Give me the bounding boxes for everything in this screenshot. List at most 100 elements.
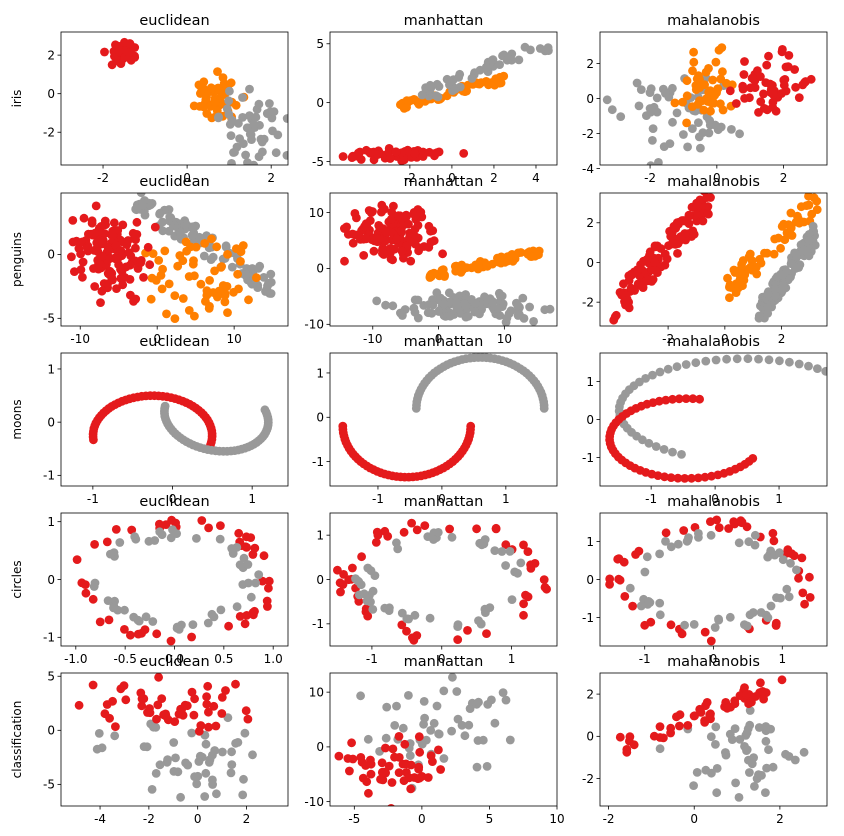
subplot-title: manhattan: [404, 174, 484, 190]
x-tick-label: 2: [243, 812, 251, 826]
data-point: [460, 731, 470, 741]
data-point: [745, 706, 755, 715]
data-point: [357, 552, 366, 562]
data-point: [239, 553, 249, 563]
data-point: [67, 252, 76, 262]
data-point: [768, 102, 778, 112]
data-point: [754, 354, 763, 364]
data-point: [238, 790, 248, 800]
data-point: [698, 216, 708, 226]
y-tick-label: 0: [47, 87, 55, 101]
data-point: [681, 360, 691, 369]
data-point: [404, 219, 413, 229]
data-point: [505, 735, 515, 745]
data-point: [204, 722, 213, 732]
data-point: [208, 252, 218, 262]
data-point: [227, 760, 237, 769]
data-point: [672, 712, 681, 722]
data-point: [187, 231, 197, 240]
data-point: [105, 713, 114, 723]
data-point: [393, 544, 403, 554]
y-tick-label: 10: [309, 206, 324, 220]
axes-frame: [60, 31, 289, 166]
data-point: [392, 701, 401, 711]
data-point: [138, 200, 148, 210]
data-point: [175, 251, 185, 260]
y-tick-label: 1: [586, 375, 594, 389]
data-point: [208, 775, 217, 785]
subplot-5-1: -4 -2 0 2 -5 0 5 euclidean classification: [10, 654, 289, 826]
data-point: [702, 193, 712, 203]
data-point: [725, 612, 735, 622]
data-point: [414, 98, 423, 108]
x-tick-label: -2: [143, 812, 155, 826]
data-point: [227, 747, 237, 757]
data-point: [203, 681, 213, 691]
data-point: [178, 294, 188, 303]
y-tick-label: 0: [586, 730, 594, 744]
data-point: [216, 605, 226, 615]
y-tick-label: 0: [316, 411, 324, 425]
data-point: [282, 151, 288, 160]
y-tick-label: 1: [47, 362, 55, 376]
data-point: [147, 273, 157, 283]
data-point: [348, 754, 358, 764]
y-tick-label: 0: [316, 573, 324, 587]
data-point: [624, 303, 634, 313]
data-point: [400, 739, 410, 749]
data-point: [787, 549, 796, 558]
data-point: [649, 731, 659, 741]
data-point: [759, 694, 768, 704]
data-point: [791, 82, 800, 92]
data-point: [742, 728, 752, 738]
data-point: [205, 276, 215, 285]
data-point: [501, 695, 511, 705]
data-point: [616, 112, 626, 121]
data-point: [484, 80, 493, 90]
data-point: [763, 552, 773, 562]
data-point: [226, 131, 236, 141]
x-tick-label: 2: [490, 171, 498, 185]
data-point: [507, 595, 517, 604]
data-point: [672, 362, 682, 372]
data-point: [703, 97, 713, 106]
data-point: [161, 520, 171, 529]
subplot-1-3: -2 0 2 -4 -2 0 2 mahalanobis: [582, 13, 828, 185]
data-point: [348, 229, 357, 239]
data-point: [251, 112, 261, 122]
data-point: [385, 248, 395, 258]
data-point: [622, 747, 632, 757]
data-point: [81, 588, 91, 598]
data-point: [505, 547, 515, 556]
data-point: [264, 583, 273, 593]
data-point: [388, 255, 397, 265]
subplot-title: euclidean: [139, 654, 209, 670]
data-point: [689, 229, 699, 239]
data-point: [706, 732, 716, 742]
y-tick-label: 0: [586, 256, 594, 270]
data-point: [453, 635, 463, 644]
data-point: [212, 242, 222, 252]
data-point: [241, 706, 251, 716]
scatter-points: [602, 43, 816, 165]
x-tick-label: -1: [87, 492, 99, 506]
data-point: [156, 271, 166, 280]
data-point: [491, 523, 501, 533]
data-point: [187, 687, 197, 697]
data-point: [433, 528, 443, 537]
data-point: [615, 732, 625, 742]
data-point: [220, 297, 230, 307]
data-point: [727, 124, 736, 134]
data-point: [137, 628, 147, 638]
data-point: [348, 563, 357, 573]
data-point: [455, 69, 465, 79]
data-point: [763, 613, 773, 622]
x-tick-label: 0: [435, 332, 443, 346]
data-point: [209, 612, 219, 622]
data-point: [127, 525, 137, 535]
data-point: [121, 695, 131, 705]
data-point: [381, 227, 391, 237]
data-point: [366, 755, 375, 765]
scatter-points: [605, 354, 827, 483]
y-tick-label: -5: [43, 312, 55, 326]
